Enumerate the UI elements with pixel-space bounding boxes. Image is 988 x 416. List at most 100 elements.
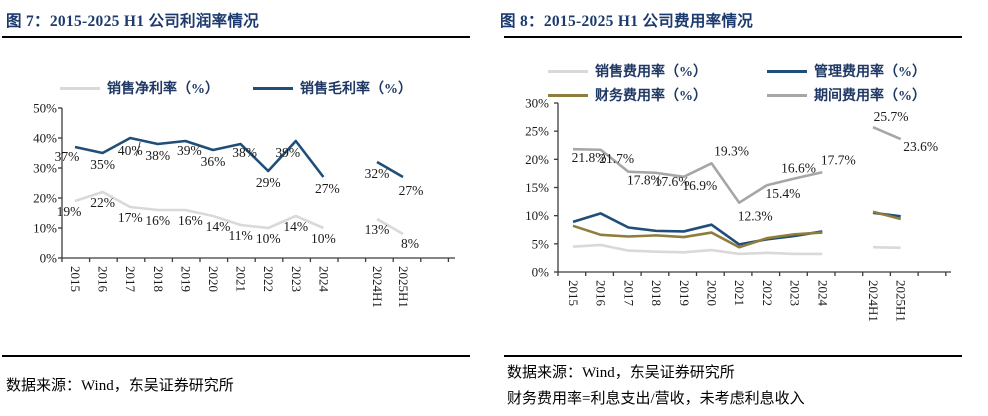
x-axis-label: 2022 [261, 266, 276, 292]
y-axis-label: 20% [525, 152, 549, 167]
x-axis-label: 2017 [123, 266, 138, 293]
data-point-label: 25.7% [874, 109, 909, 124]
x-axis-label: 2020 [705, 280, 720, 306]
x-axis-label: 2018 [151, 266, 166, 292]
data-point-label: 16% [178, 213, 203, 228]
title-rule [504, 36, 962, 39]
data-point-label: 14% [206, 219, 231, 234]
x-axis-label: 2016 [594, 280, 609, 307]
source-note: 财务费用率=利息支出/营收，未考虑利息收入 [507, 391, 805, 407]
legend-item: 销售毛利率（%） [253, 78, 412, 98]
legend-label: 期间费用率（%） [814, 89, 926, 104]
data-point-label: 21.7% [599, 151, 634, 166]
x-axis-label: 2018 [649, 280, 664, 306]
label-leader-line [135, 141, 141, 157]
data-point-label: 32% [365, 166, 390, 181]
data-point-label: 16.9% [682, 178, 717, 193]
figure-panel-7: 图 7：2015-2025 H1 公司利润率情况 销售净利率（%） 销售毛利率（… [0, 0, 486, 416]
data-point-label: 37% [55, 149, 80, 164]
legend-label: 财务费用率（%） [595, 89, 707, 104]
line-series [572, 147, 823, 205]
data-point-label: 10% [311, 231, 336, 246]
line-series-h1 [872, 245, 901, 250]
x-axis-label: 2024H1 [866, 280, 881, 322]
x-axis-label: 2021 [234, 266, 249, 292]
legend-line-swatch [767, 69, 807, 73]
y-axis-label: 5% [532, 236, 550, 251]
legend-item: 期间费用率（%） [767, 85, 926, 105]
line-series [572, 224, 823, 249]
data-point-label: 19% [57, 204, 82, 219]
y-axis-label: 30% [525, 96, 549, 111]
data-point-label: 27% [399, 183, 424, 198]
data-point-label: 17.8% [627, 173, 662, 188]
line-series [74, 190, 324, 230]
data-point-label: 39% [275, 145, 300, 160]
data-point-label: 16.6% [781, 160, 816, 175]
legend-label: 销售费用率（%） [595, 65, 707, 80]
x-axis-label: 2015 [68, 266, 83, 292]
line-series-h1 [872, 210, 902, 221]
x-axis-label: 2023 [289, 266, 304, 292]
x-axis-label: 2015 [566, 280, 581, 306]
data-point-label: 23.6% [903, 139, 938, 154]
chart-legend: 销售净利率（%） 销售毛利率（%） [60, 78, 412, 98]
y-axis-label: 20% [33, 191, 57, 206]
legend-item: 销售净利率（%） [60, 78, 253, 98]
data-point-label: 29% [256, 175, 281, 190]
source-note: 数据来源：Wind，东吴证券研究所 [6, 378, 234, 394]
data-point-label: 13% [365, 222, 390, 237]
line-series-h1 [376, 160, 404, 179]
line-series-h1 [872, 126, 902, 141]
data-point-label: 35% [90, 157, 115, 172]
x-axis-label: 2023 [788, 280, 803, 306]
data-point-label: 19.3% [714, 143, 749, 158]
y-axis-label: 15% [525, 180, 549, 195]
x-axis-label: 2017 [621, 280, 636, 307]
data-point-label: 12.3% [738, 209, 773, 224]
data-point-label: 10% [256, 231, 281, 246]
data-point-label: 36% [201, 154, 226, 169]
x-axis-label: 2020 [206, 266, 221, 292]
legend-label: 管理费用率（%） [814, 65, 926, 80]
data-point-label: 8% [401, 236, 419, 251]
line-series [572, 243, 823, 256]
legend-line-swatch [253, 86, 293, 90]
data-point-label: 17.6% [655, 174, 690, 189]
legend-label: 销售毛利率（%） [300, 82, 412, 97]
y-axis-label: 10% [525, 208, 549, 223]
line-series-h1 [376, 217, 404, 236]
figure-panel-8: 图 8：2015-2025 H1 公司费用率情况 销售费用率（%） 管理费用率（… [494, 0, 988, 416]
y-axis-label: 30% [33, 161, 57, 176]
legend-line-swatch [548, 93, 588, 97]
source-note: 数据来源：Wind，东吴证券研究所 [507, 365, 735, 381]
data-point-label: 38% [145, 148, 170, 163]
data-point-label: 38% [232, 145, 257, 160]
legend-item: 财务费用率（%） [548, 85, 767, 105]
legend-line-swatch [548, 69, 588, 73]
data-point-label: 14% [283, 219, 308, 234]
line-series [74, 136, 325, 178]
title-rule [2, 36, 470, 39]
legend-label: 销售净利率（%） [107, 82, 219, 97]
legend-line-swatch [767, 93, 807, 97]
y-axis-label: 10% [33, 221, 57, 236]
data-point-label: 17% [118, 210, 143, 225]
y-axis-label: 50% [33, 101, 57, 116]
data-point-label: 39% [177, 143, 202, 158]
legend-item: 管理费用率（%） [767, 61, 926, 81]
legend-line-swatch [60, 86, 100, 90]
y-axis-label: 25% [525, 124, 549, 139]
footer-rule [504, 355, 962, 357]
x-axis-label: 2022 [760, 280, 775, 306]
data-point-label: 22% [90, 195, 115, 210]
data-point-label: 21.8% [572, 150, 607, 165]
data-point-label: 27% [315, 181, 340, 196]
data-point-label: 17.7% [821, 152, 856, 167]
x-axis-label: 2016 [96, 266, 111, 293]
x-axis-label: 2024 [316, 266, 331, 293]
line-series [572, 212, 823, 246]
chart-legend: 销售费用率（%） 管理费用率（%） 财务费用率（%） 期间费用率（%） [548, 61, 926, 105]
x-axis-label: 2021 [732, 280, 747, 306]
